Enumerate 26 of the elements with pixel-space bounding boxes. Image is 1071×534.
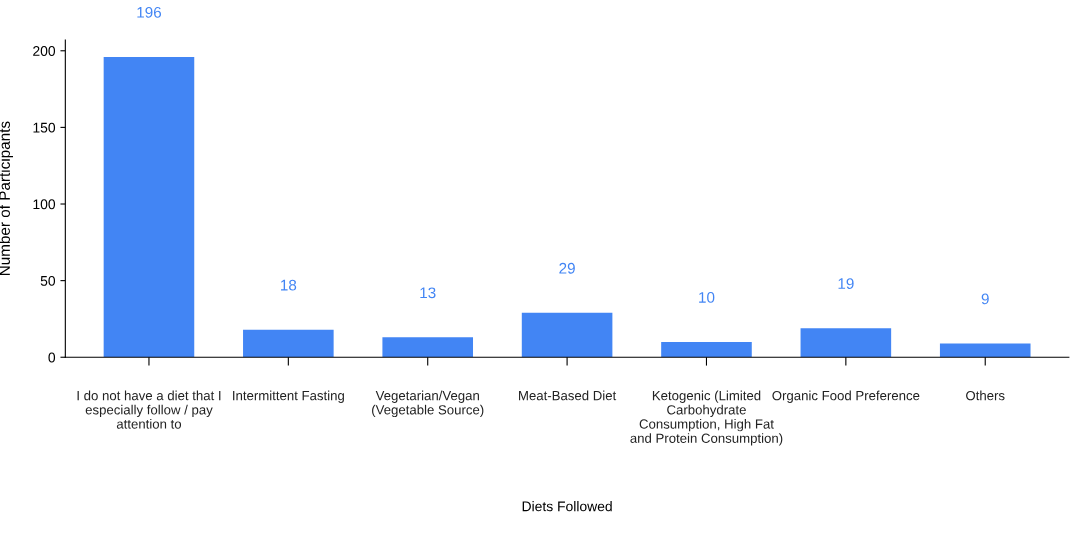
y-tick-label: 0: [48, 352, 56, 363]
bar: [661, 341, 752, 358]
y-tick-label: 50: [40, 275, 56, 286]
x-tick-label: Organic Food Preference: [772, 390, 920, 403]
bar: [939, 343, 1031, 358]
bar: [103, 56, 195, 358]
data-label: 13: [420, 287, 436, 299]
x-axis-title: Diets Followed: [522, 501, 612, 512]
y-tick-label: 100: [33, 199, 56, 210]
bar: [800, 328, 892, 358]
data-label: 18: [281, 279, 297, 291]
data-label: 19: [838, 278, 854, 289]
x-tick-label: I do not have a diet that I especially follow / pay attention to: [77, 390, 221, 429]
x-tick-label: Intermittent Fasting: [233, 390, 344, 403]
bar: [243, 329, 334, 358]
y-tick-label: 150: [33, 122, 56, 133]
y-tick-label: 200: [33, 46, 56, 56]
x-tick-label: Vegetarian/Vegan (Vegetable Source): [372, 390, 484, 418]
x-tick-label: Meat-Based Diet: [519, 390, 617, 401]
bar: [521, 312, 613, 358]
data-label: 10: [699, 291, 715, 303]
data-label: 29: [559, 262, 575, 274]
x-tick-label: Others: [966, 390, 1005, 401]
data-label: 196: [137, 6, 162, 18]
data-label: 9: [981, 293, 989, 305]
bar: [382, 337, 474, 358]
